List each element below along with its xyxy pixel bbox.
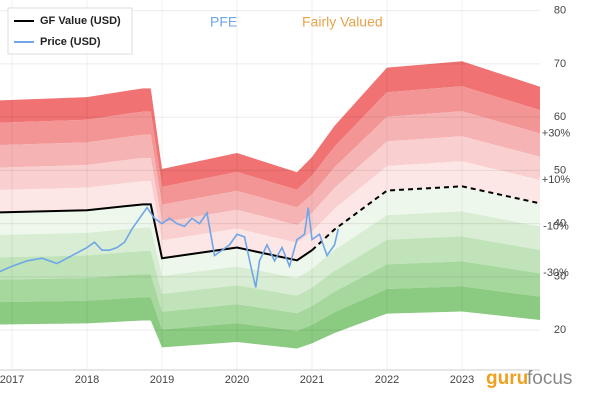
x-tick-label: 2017 — [0, 374, 24, 386]
y-tick-label: 80 — [554, 5, 566, 17]
band-label: -30% — [543, 267, 569, 279]
price-line — [0, 206, 340, 288]
legend-label: Price (USD) — [40, 36, 101, 48]
gf-value-projection — [311, 185, 541, 251]
logo-right: focus — [527, 368, 572, 389]
y-tick-label: 20 — [554, 324, 566, 336]
y-tick-label: 30 — [554, 271, 566, 283]
legend-box — [7, 7, 133, 55]
valuation-band — [0, 286, 540, 349]
x-tick-label: 2023 — [450, 374, 474, 386]
y-tick-label: 40 — [554, 218, 566, 230]
chart-title: PFE — [210, 14, 237, 30]
legend-label: GF Value (USD) — [40, 15, 121, 27]
x-tick-label: 2022 — [375, 374, 399, 386]
plot-area — [0, 0, 541, 371]
x-tick-label: 2021 — [300, 374, 324, 386]
band-label: +10% — [542, 174, 571, 186]
valuation-band — [0, 111, 540, 226]
valuation-band — [0, 136, 540, 243]
band-label: +30% — [542, 127, 571, 139]
y-tick-label: 50 — [554, 164, 566, 176]
valuation-band — [0, 161, 540, 261]
x-tick-label: 2020 — [225, 374, 249, 386]
chart-subtitle: Fairly Valued — [302, 14, 383, 30]
logo-left: guru — [486, 368, 528, 389]
valuation-band — [0, 86, 540, 208]
x-tick-label: 2018 — [75, 374, 99, 386]
x-tick-label: 2019 — [150, 374, 174, 386]
y-tick-label: 60 — [554, 111, 566, 123]
y-tick-label: 70 — [554, 58, 566, 70]
valuation-band — [0, 236, 540, 314]
band-label: -10% — [543, 221, 569, 233]
valuation-band — [0, 61, 540, 190]
valuation-band — [0, 186, 540, 278]
valuation-band — [0, 211, 540, 296]
valuation-band — [0, 261, 540, 331]
